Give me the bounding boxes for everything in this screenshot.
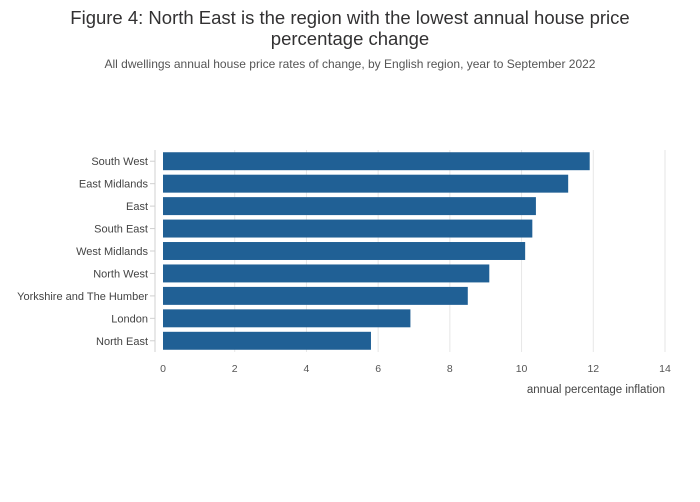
x-tick-label: 14	[659, 363, 671, 375]
chart-title: Figure 4: North East is the region with …	[70, 7, 630, 49]
x-tick-label: 2	[232, 363, 238, 375]
category-label: Yorkshire and The Humber	[17, 291, 148, 303]
category-label: South East	[94, 224, 148, 236]
bar-yorkshire-and-the-humber	[163, 286, 468, 305]
bar-east	[163, 197, 536, 216]
x-axis-title: annual percentage inflation	[527, 384, 665, 396]
bar-london	[163, 309, 411, 328]
bar-north-east	[163, 331, 371, 350]
bar-west-midlands	[163, 242, 526, 260]
category-label: North East	[96, 336, 148, 348]
bar-east-midlands	[163, 174, 569, 193]
bar-south-east	[163, 219, 533, 238]
category-label: West Midlands	[76, 246, 148, 258]
category-label: London	[111, 313, 148, 325]
x-tick-label: 8	[447, 363, 453, 375]
x-tick-label: 12	[587, 363, 599, 375]
x-tick-label: 6	[375, 363, 381, 375]
chart-subtitle: All dwellings annual house price rates o…	[104, 57, 596, 71]
category-label: North West	[93, 268, 148, 280]
bar-south-west	[163, 152, 590, 171]
x-tick-label: 0	[160, 363, 166, 375]
category-label: East Midlands	[79, 179, 149, 191]
category-label: East	[126, 201, 148, 213]
x-tick-label: 10	[516, 363, 528, 375]
x-tick-label: 4	[304, 363, 310, 375]
bar-north-west	[163, 264, 490, 283]
category-label: South West	[91, 156, 148, 168]
